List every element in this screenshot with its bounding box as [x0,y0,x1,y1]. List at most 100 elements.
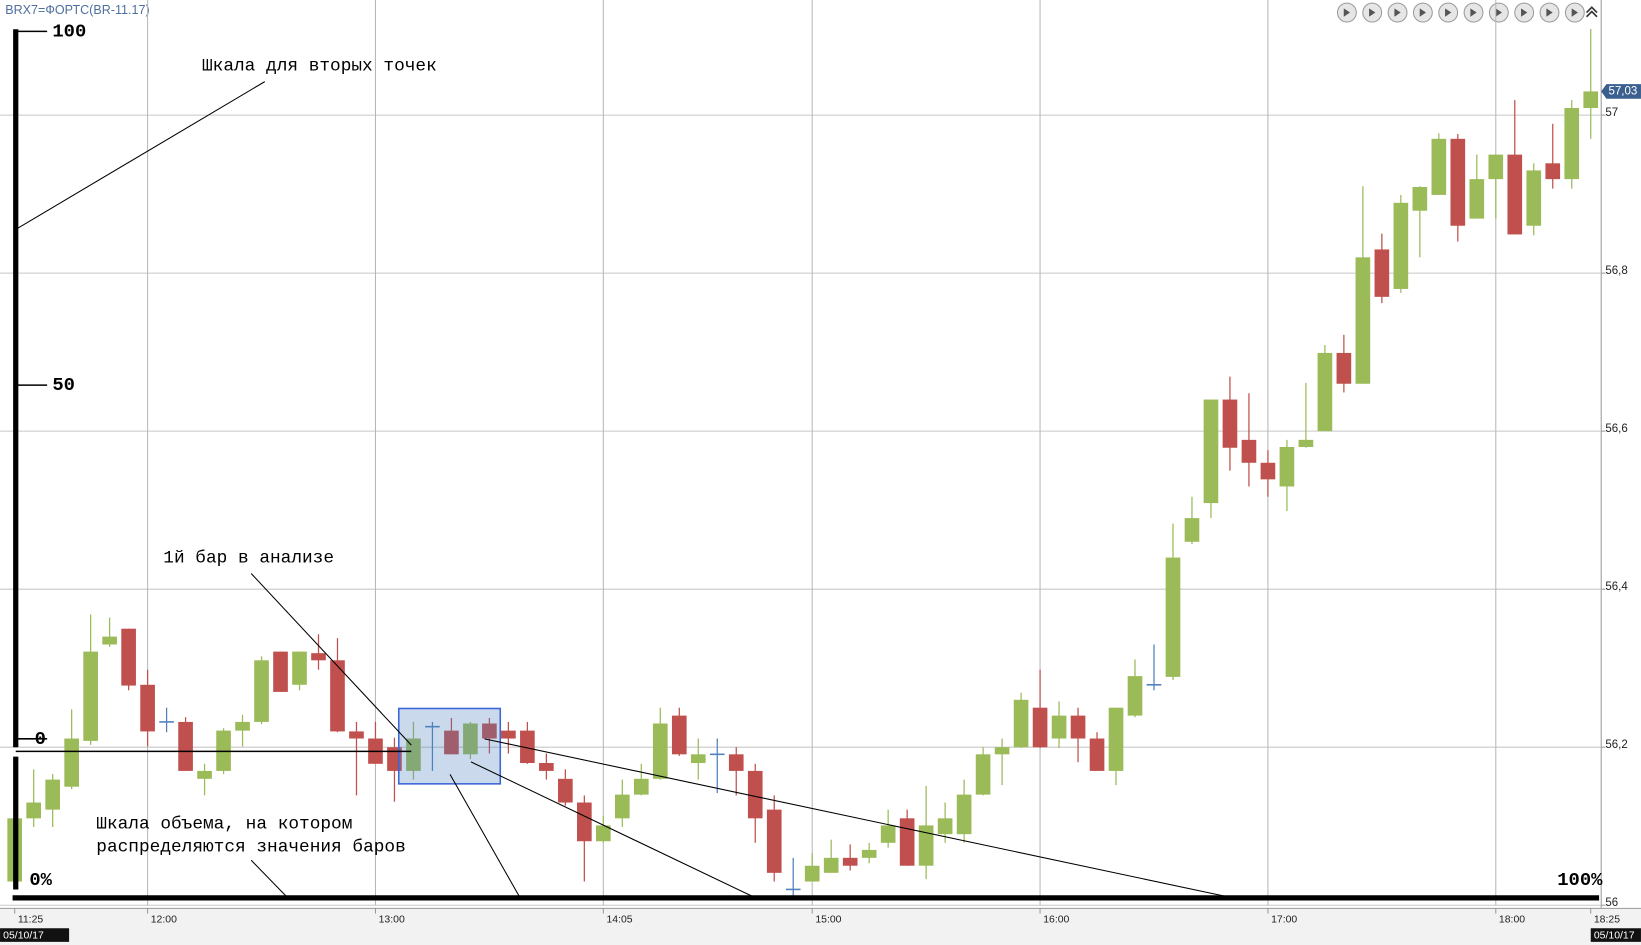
scale-tick-label: 100% [1557,869,1603,891]
candle-body [1298,439,1314,447]
scale-tick-label: 0 [35,728,46,750]
y-tick-label: 56,4 [1605,581,1628,593]
candle-body [1279,446,1295,487]
candle-body [1051,715,1067,739]
highlight-box [397,707,502,785]
candle-body [1507,154,1523,235]
button-icon [1343,8,1351,17]
candle-body [444,730,459,755]
candle-body [1165,557,1181,677]
candle-body [1089,738,1105,771]
x-tick-label: 11:25 [18,915,44,926]
y-tick-label: 56,8 [1605,265,1627,277]
candle-body [1032,707,1048,748]
annotations: Шкала для вторых точек 1й бар в анализе … [12,20,1603,901]
toolbar-button[interactable] [1362,2,1383,23]
candle-body [747,770,763,819]
x-tick-label: 12:00 [151,915,177,926]
date-label: 05/10/17 [3,930,44,941]
pointer-line [470,761,756,899]
x-tick-label: 17:00 [1271,915,1297,926]
toolbar-button[interactable] [1387,2,1408,23]
toolbar-button[interactable] [1336,2,1357,23]
annotation: 1й бар в анализе [163,547,334,568]
pointer-line [250,859,289,899]
candle-body [235,721,250,731]
candle-body [652,723,668,779]
candle-body [197,770,212,779]
candle-body [501,730,516,739]
candle-body [539,763,554,771]
toolbar-button[interactable] [1564,2,1585,23]
button-icon [1470,8,1477,17]
candle-body [1108,707,1124,771]
candle-body [1374,249,1390,297]
candle-body [1545,163,1561,180]
button-icon [1394,8,1401,17]
candle-body [690,754,706,764]
button-icon [1521,8,1528,17]
candle-body [1355,257,1371,384]
candle-body [1469,179,1485,219]
candle-body [406,738,421,771]
candle-body [1526,170,1542,226]
button-icon [1445,8,1452,17]
toolbar [1336,2,1598,23]
candle-body [956,794,972,835]
candle-body [558,778,573,803]
pointer-line [17,81,266,229]
candle-body [178,721,193,771]
scale-tick-label: 100 [52,20,86,42]
candle-body [1127,676,1143,716]
candle-body [1412,187,1428,211]
candle-body [880,825,896,843]
candle-body [728,754,744,771]
candle-body [482,723,497,739]
x-tick-label: 15:00 [815,915,841,926]
candle-body [633,778,649,795]
candle-body [1488,154,1504,180]
candle-body [64,738,79,787]
annotation: распределяются значения баров [96,836,405,857]
toolbar-button[interactable] [1438,2,1459,23]
button-icon [1571,8,1578,17]
button-icon [1546,8,1553,17]
x-tick-label: 14:05 [606,915,632,926]
candle-body [520,730,535,764]
candle-body [842,857,858,866]
collapse-button[interactable] [1585,6,1598,18]
candle-body [1583,91,1599,109]
y-tick-label: 57 [1605,107,1618,119]
candle-body [292,651,307,685]
candle-body [861,849,877,858]
toolbar-button[interactable] [1412,2,1433,23]
toolbar-button[interactable] [1463,2,1484,23]
candle-body [330,660,345,732]
candle-body [1013,699,1029,748]
toolbar-button[interactable] [1539,2,1560,23]
toolbar-button[interactable] [1488,2,1509,23]
scale-tick-label: 0% [29,869,52,891]
time-axis-band [0,908,1641,945]
candle-body [121,628,136,686]
toolbar-button[interactable] [1514,2,1535,23]
candle-body [83,651,98,741]
button-icon [1495,8,1502,17]
candle-body [140,684,155,732]
button-icon [1419,8,1427,17]
candle-body [273,651,288,692]
candle-body [1070,715,1086,739]
x-tick-label: 18:00 [1499,915,1525,926]
candle-body [311,653,326,661]
candle-body [937,818,953,835]
last-price-tag [1601,84,1641,99]
scale-tick-label: 50 [52,374,75,396]
candle-body [1203,399,1219,504]
y-tick-label: 56,2 [1605,739,1627,751]
annotation: Шкала объема, на котором [96,813,352,834]
candle-body [1222,399,1238,448]
x-tick-label: 13:00 [379,915,405,926]
